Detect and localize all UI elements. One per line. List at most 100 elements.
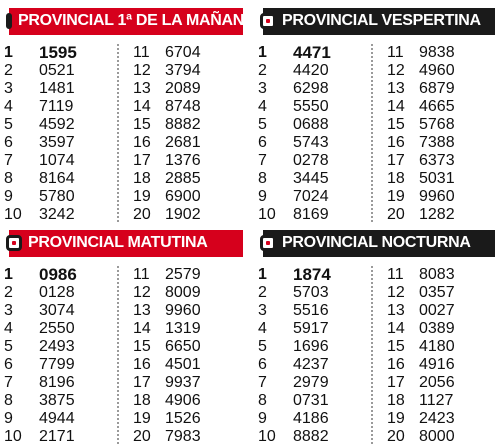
result-position: 18 [133,392,151,409]
result-number: 3074 [39,302,75,319]
result-position: 13 [133,80,151,97]
result-row: 16 4916 [377,356,492,374]
ticket-icon [6,13,16,29]
result-number: 2493 [39,338,75,355]
result-position: 4 [4,98,13,115]
result-position: 12 [133,62,151,79]
result-position: 14 [133,98,151,115]
result-number: 4916 [419,356,455,373]
result-position: 4 [258,320,267,337]
panel-provincial-matutina: PROVINCIAL MATUTINA 1 0986 2 0128 3 3074 4 2550 5… [1,226,243,446]
result-number: 2979 [293,374,329,391]
result-row: 16 2681 [123,134,238,152]
result-position: 11 [133,266,150,283]
result-position: 15 [133,116,151,133]
result-number: 8882 [165,116,201,133]
result-number: 4237 [293,356,329,373]
result-position: 8 [258,392,267,409]
result-number: 6298 [293,80,329,97]
result-position: 12 [387,284,405,301]
result-position: 5 [258,116,267,133]
result-row: 2 4420 [255,62,370,80]
result-row: 12 3794 [123,62,238,80]
result-number: 7799 [39,356,75,373]
result-number: 6879 [419,80,455,97]
result-number: 5550 [293,98,329,115]
result-number: 4906 [165,392,201,409]
result-row: 5 2493 [1,338,116,356]
result-number: 7388 [419,134,455,151]
result-number: 5917 [293,320,329,337]
result-number: 5743 [293,134,329,151]
result-row: 8 3445 [255,170,370,188]
result-row: 12 8009 [123,284,238,302]
result-number: 4501 [165,356,201,373]
panel-header: PROVINCIAL 1ª DE LA MAÑANA [1,4,256,38]
result-position: 9 [4,410,13,427]
result-row: 14 8748 [123,98,238,116]
result-position: 5 [4,338,13,355]
result-position: 16 [133,356,151,373]
result-number: 7119 [39,98,74,115]
result-number: 9960 [419,188,455,205]
result-number: 1595 [39,43,77,62]
result-number: 0688 [293,116,329,133]
result-position: 14 [387,320,405,337]
result-position: 13 [133,302,151,319]
panel-header: PROVINCIAL NOCTURNA [255,226,495,260]
result-position: 18 [133,170,151,187]
result-position: 17 [133,152,151,169]
result-position: 1 [258,266,267,283]
result-position: 9 [258,410,267,427]
column-divider [117,266,119,444]
result-number: 2550 [39,320,75,337]
result-row: 7 1074 [1,152,116,170]
result-number: 4186 [293,410,329,427]
result-row: 17 9937 [123,374,238,392]
result-position: 10 [258,428,276,445]
result-row: 10 8882 [255,428,370,446]
result-row: 11 8083 [377,266,492,284]
column-divider [371,44,373,222]
ticket-icon [6,235,22,251]
result-row: 16 4501 [123,356,238,374]
result-position: 12 [387,62,405,79]
result-row: 9 5780 [1,188,116,206]
result-position: 7 [4,152,13,169]
results-column-right: 11 2579 12 8009 13 9960 14 1319 15 6650 16 4501 17 99… [123,266,238,446]
result-position: 8 [4,170,13,187]
result-number: 0128 [39,284,75,301]
result-number: 8164 [39,170,75,187]
header-band [263,230,495,257]
result-number: 6373 [419,152,455,169]
result-position: 6 [4,134,13,151]
result-row: 3 1481 [1,80,116,98]
results-column-left: 1 4471 2 4420 3 6298 4 5550 5 0688 6 5743 7 0278 8 3445… [255,44,370,224]
result-row: 4 5550 [255,98,370,116]
result-position: 3 [4,80,13,97]
result-row: 15 5768 [377,116,492,134]
result-position: 16 [387,134,405,151]
result-position: 20 [133,206,151,223]
result-position: 13 [387,80,405,97]
results-column-right: 11 6704 12 3794 13 2089 14 8748 15 8882 16 2681 17 13… [123,44,238,224]
result-number: 3242 [39,206,75,223]
result-number: 4180 [419,338,455,355]
result-number: 2579 [165,266,201,283]
result-position: 6 [258,134,267,151]
result-number: 1696 [293,338,329,355]
result-row: 6 5743 [255,134,370,152]
result-row: 18 5031 [377,170,492,188]
result-row: 7 0278 [255,152,370,170]
result-number: 1526 [165,410,201,427]
result-position: 5 [258,338,267,355]
result-number: 2885 [165,170,201,187]
result-row: 3 6298 [255,80,370,98]
result-position: 5 [4,116,13,133]
result-row: 10 8169 [255,206,370,224]
column-divider [371,266,373,444]
result-number: 1319 [165,320,201,337]
ticket-icon [260,235,276,251]
result-row: 14 0389 [377,320,492,338]
result-position: 20 [133,428,151,445]
